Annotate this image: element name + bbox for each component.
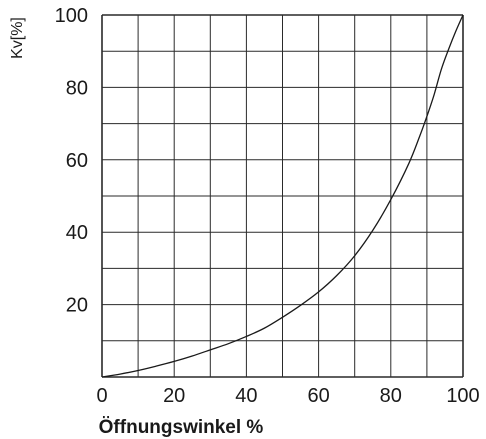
tick-labels: 0 20 40 60 80 100 20 40 60 80 100 bbox=[55, 5, 480, 407]
x-tick-label: 80 bbox=[380, 385, 402, 407]
grid bbox=[101, 14, 464, 378]
x-tick-label: 60 bbox=[307, 385, 329, 407]
y-tick-label: 100 bbox=[55, 5, 88, 27]
y-tick-label: 40 bbox=[66, 222, 88, 244]
x-tick-label: 20 bbox=[163, 385, 185, 407]
y-tick-label: 80 bbox=[66, 77, 88, 99]
x-tick-label: 40 bbox=[235, 385, 257, 407]
series-line bbox=[101, 14, 464, 378]
x-tick-label: 100 bbox=[446, 385, 479, 407]
x-axis-label: Öffnungswinkel % bbox=[99, 417, 264, 438]
y-axis-label: Kv[%] bbox=[9, 17, 26, 59]
x-tick-label: 0 bbox=[96, 385, 107, 407]
y-tick-label: 60 bbox=[66, 150, 88, 172]
y-tick-label: 20 bbox=[66, 295, 88, 317]
